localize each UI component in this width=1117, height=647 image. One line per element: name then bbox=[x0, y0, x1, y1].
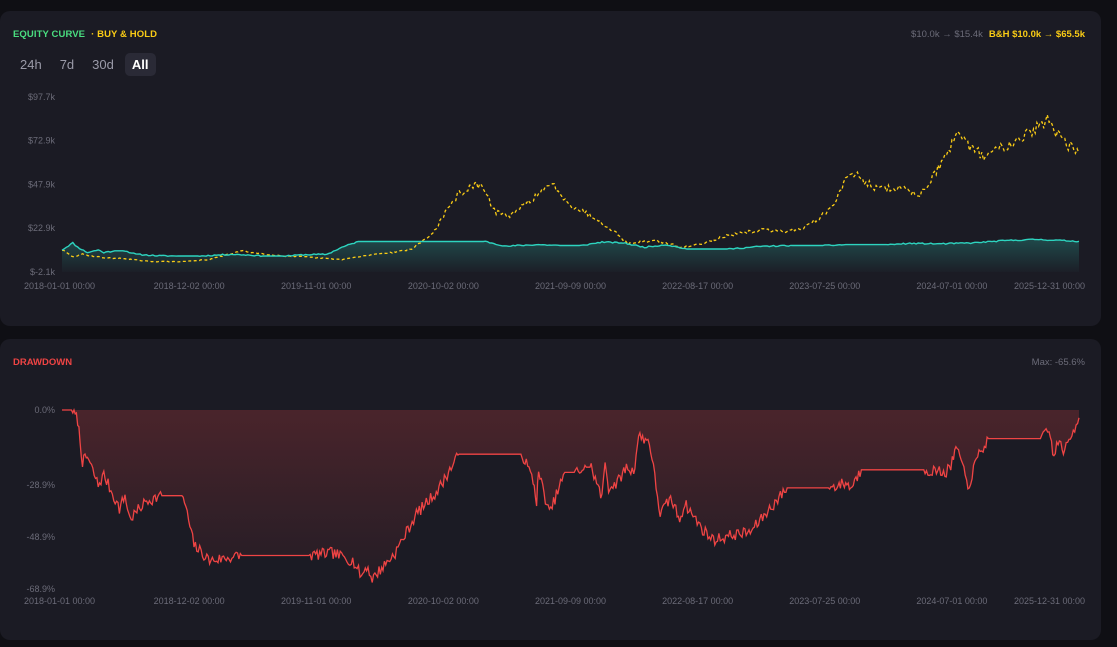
equity-x-tick-label: 2025-12-31 00:00 bbox=[1014, 281, 1085, 291]
equity-x-tick-label: 2022-08-17 00:00 bbox=[662, 281, 733, 291]
drawdown-x-tick-label: 2023-07-25 00:00 bbox=[789, 596, 860, 606]
drawdown-panel: 2018-01-01 00:00 2018-12-02 00:00 2019-11-… bbox=[0, 339, 1101, 640]
equity-y-tick-label: $97.7k bbox=[28, 92, 56, 102]
equity-y-tick-label: $72.9k bbox=[28, 135, 56, 145]
equity-x-tick-label: 2019-11-01 00:00 bbox=[281, 281, 351, 291]
equity-y-tick-label: $-2.1k bbox=[30, 267, 56, 277]
equity-curve-panel: 2018-01-01 00:00 2018-12-02 00:00 2019-11-… bbox=[0, 11, 1101, 326]
drawdown-x-tick-label: 2018-01-01 00:00 bbox=[24, 596, 95, 606]
drawdown-x-tick-label: 2018-12-02 00:00 bbox=[154, 596, 225, 606]
equity-x-tick-label: 2021-09-09 00:00 bbox=[535, 281, 606, 291]
equity-x-tick-label: 2023-07-25 00:00 bbox=[789, 281, 860, 291]
range-tab-7d[interactable]: 7d bbox=[59, 57, 75, 72]
drawdown-x-tick-label: 2020-10-02 00:00 bbox=[408, 596, 479, 606]
range-tabs: 24h 7d 30d All bbox=[13, 53, 156, 76]
drawdown-title: DRAWDOWN bbox=[13, 357, 73, 368]
equity-curve-line bbox=[61, 238, 1080, 258]
bh-summary: B&H $10.0k → $65.5k bbox=[988, 29, 1085, 40]
drawdown-max-label: Max: -65.6% bbox=[1031, 357, 1085, 368]
drawdown-chart: 2018-01-01 00:00 2018-12-02 00:00 2019-11-… bbox=[24, 405, 1085, 606]
equity-chart: 2018-01-01 00:00 2018-12-02 00:00 2019-11-… bbox=[24, 92, 1085, 291]
drawdown-x-tick-label: 2022-08-17 00:00 bbox=[662, 596, 733, 606]
range-tab-24h[interactable]: 24h bbox=[20, 57, 42, 72]
equity-summary: $10.0k → $15.4k B&H $10.0k → $65.5k bbox=[911, 29, 1085, 40]
drawdown-line bbox=[62, 408, 1080, 583]
equity-x-tick-label: 2018-12-02 00:00 bbox=[154, 281, 225, 291]
drawdown-y-tick-label: -28.9% bbox=[26, 480, 55, 490]
equity-y-tick-label: $22.9k bbox=[28, 223, 56, 233]
strategy-summary: $10.0k → $15.4k bbox=[911, 29, 983, 40]
drawdown-y-tick-label: 0.0% bbox=[34, 405, 55, 415]
legend-equity-curve: EQUITY CURVE bbox=[13, 29, 86, 40]
range-tab-all[interactable]: All bbox=[124, 53, 156, 76]
legend-buy-and-hold: · BUY & HOLD bbox=[91, 29, 158, 40]
drawdown-y-tick-label: -68.9% bbox=[26, 584, 55, 594]
range-tab-30d[interactable]: 30d bbox=[92, 57, 114, 72]
equity-y-tick-label: $47.9k bbox=[28, 179, 56, 189]
drawdown-x-tick-label: 2021-09-09 00:00 bbox=[535, 596, 606, 606]
drawdown-area bbox=[62, 410, 1079, 583]
equity-x-tick-label: 2024-07-01 00:00 bbox=[916, 281, 987, 291]
equity-legend: EQUITY CURVE · BUY & HOLD bbox=[13, 29, 157, 40]
drawdown-x-tick-label: 2024-07-01 00:00 bbox=[916, 596, 987, 606]
drawdown-y-tick-label: -48.9% bbox=[26, 532, 55, 542]
drawdown-x-tick-label: 2025-12-31 00:00 bbox=[1014, 596, 1085, 606]
drawdown-x-tick-label: 2019-11-01 00:00 bbox=[281, 596, 351, 606]
buy-and-hold-line bbox=[61, 112, 1080, 263]
equity-x-tick-label: 2018-01-01 00:00 bbox=[24, 281, 95, 291]
equity-area bbox=[62, 239, 1079, 272]
equity-x-tick-label: 2020-10-02 00:00 bbox=[408, 281, 479, 291]
